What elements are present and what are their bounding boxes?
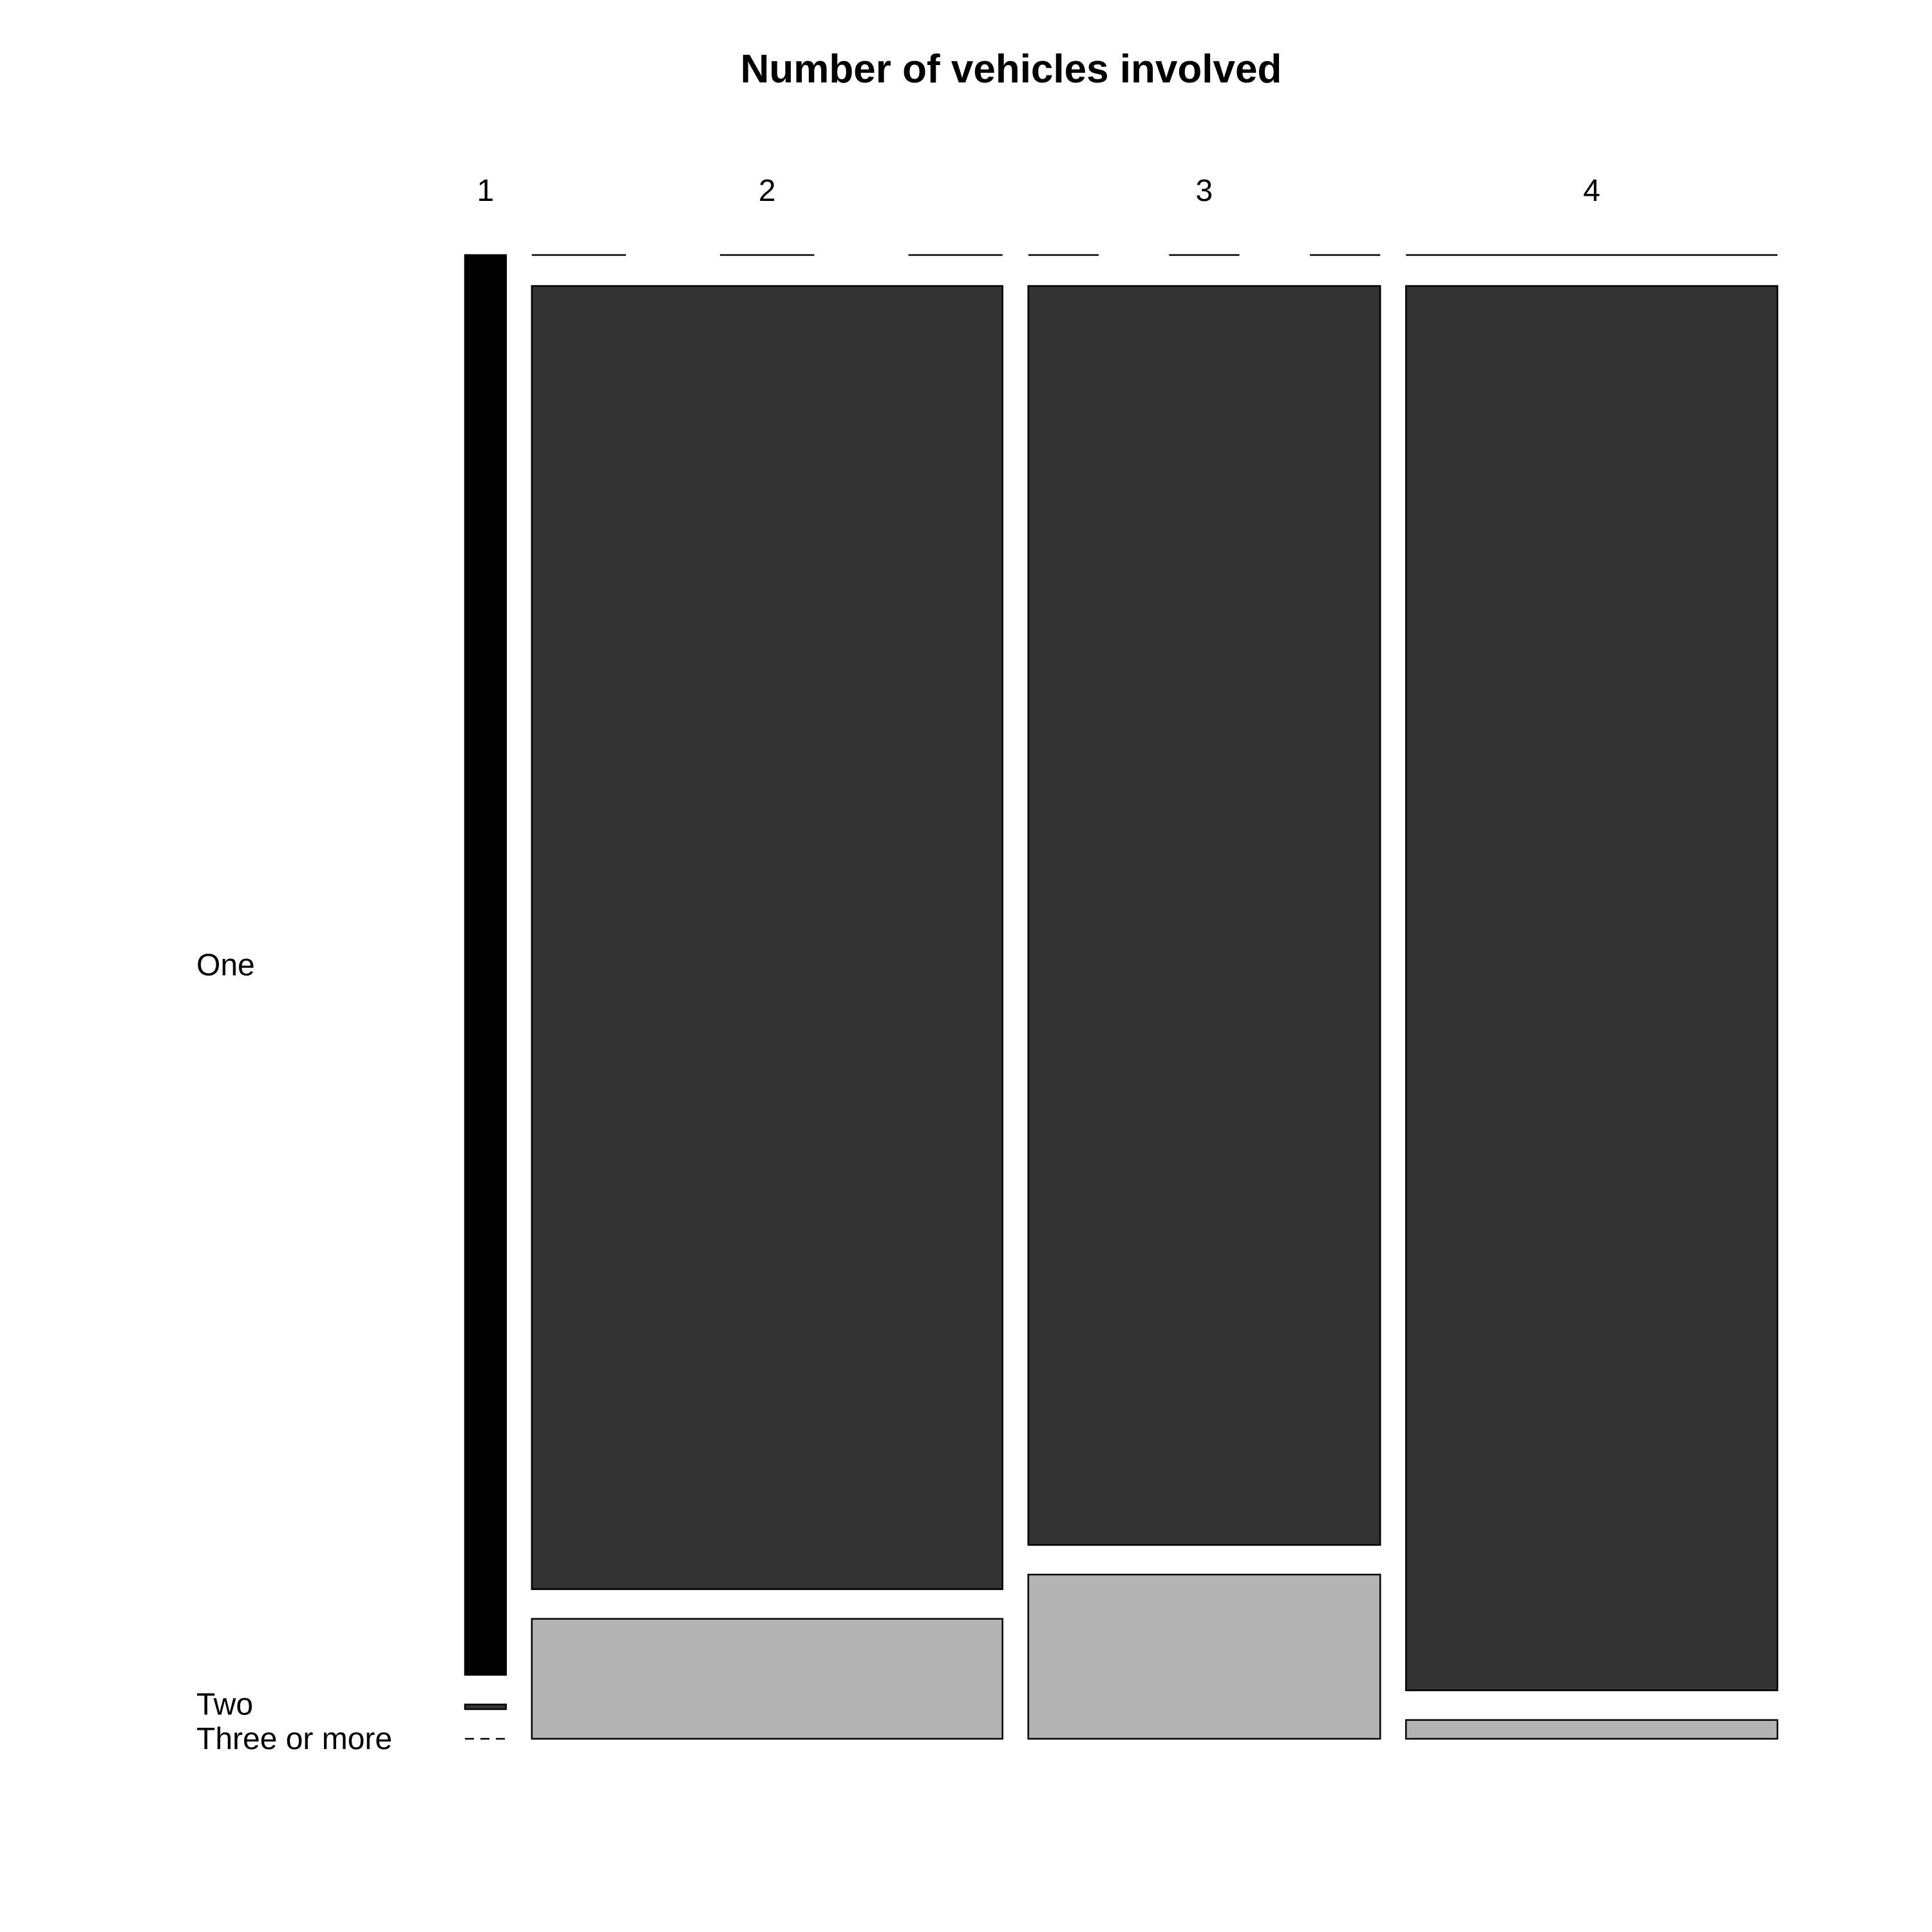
- cell-2-one: [531, 285, 1003, 1590]
- row-label-three-or-more: Three or more: [196, 1722, 392, 1756]
- cell-3-one: [1027, 285, 1381, 1546]
- column-label-3: 3: [1196, 174, 1213, 208]
- column-labels: 1 2 3 4: [477, 174, 1600, 208]
- cell-4-two-or-more: [1405, 1719, 1779, 1740]
- column-label-2: 2: [759, 174, 776, 208]
- column-label-4: 4: [1583, 174, 1600, 208]
- cell-1-one: [464, 254, 507, 1676]
- mosaic-cells: [464, 254, 1779, 1740]
- cell-3-two-or-more: [1027, 1573, 1381, 1740]
- chart-title: Number of vehicles involved: [741, 47, 1282, 91]
- row-label-two: Two: [196, 1688, 253, 1722]
- cell-1-two: [464, 1703, 507, 1710]
- cell-2-two-or-more: [531, 1618, 1003, 1740]
- cell-4-one: [1405, 285, 1779, 1692]
- row-label-one: One: [196, 948, 255, 982]
- column-label-1: 1: [477, 174, 495, 208]
